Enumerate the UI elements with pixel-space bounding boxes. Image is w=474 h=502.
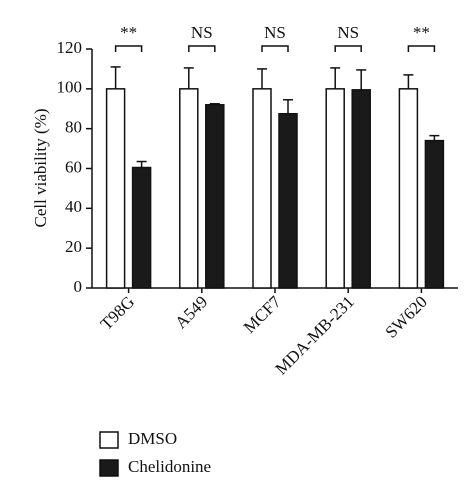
significance-bracket	[261, 45, 289, 52]
bar	[325, 88, 345, 289]
y-tick-label: 40	[65, 197, 82, 216]
y-tick-label: 60	[65, 157, 82, 176]
x-tick-label: MDA-MB-231	[272, 292, 358, 378]
significance-bracket	[407, 45, 436, 52]
bar	[424, 139, 445, 289]
bar	[351, 89, 371, 289]
y-axis-label: Cell viability (%)	[31, 109, 50, 228]
bar	[179, 88, 199, 289]
bar	[252, 88, 272, 289]
legend-label: DMSO	[128, 429, 177, 448]
significance-label: NS	[264, 23, 286, 42]
x-tick-label: T98G	[97, 292, 138, 333]
significance-label: NS	[191, 23, 213, 42]
y-tick-label: 120	[57, 38, 83, 57]
x-tick-label: A549	[171, 292, 211, 332]
legend-swatch	[99, 431, 119, 449]
legend-swatch	[99, 459, 119, 477]
bar	[278, 112, 298, 289]
significance-bracket	[334, 45, 362, 52]
x-tick-label: MCF7	[240, 292, 285, 337]
bar	[205, 104, 225, 289]
bar	[398, 88, 419, 289]
x-tick-label: SW620	[381, 292, 430, 341]
bar	[105, 88, 126, 289]
y-tick-label: 20	[65, 237, 82, 256]
significance-label: **	[413, 23, 430, 42]
y-tick-label: 100	[57, 78, 83, 97]
legend-label: Chelidonine	[128, 457, 211, 476]
significance-label: NS	[337, 23, 359, 42]
significance-bracket	[188, 45, 216, 52]
significance-label: **	[120, 23, 137, 42]
significance-bracket	[114, 45, 143, 52]
bar	[131, 166, 152, 289]
y-tick-label: 0	[74, 277, 83, 296]
y-tick-label: 80	[65, 118, 82, 137]
